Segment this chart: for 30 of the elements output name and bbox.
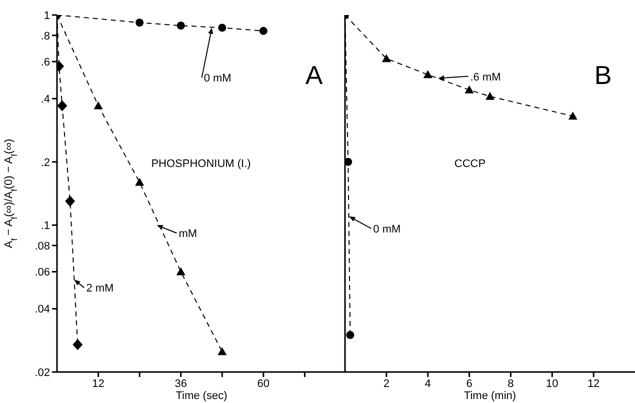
- annotation: 0 mM: [204, 72, 232, 85]
- x-tick-label: 36: [174, 378, 187, 390]
- x-tick-label: 8: [508, 378, 514, 390]
- y-tick-label: .2: [40, 156, 50, 169]
- y-tick-label: .06: [34, 266, 50, 279]
- x-tick-label: 4: [424, 378, 431, 390]
- x-tick-label: 60: [257, 378, 270, 390]
- x-tick-label: 10: [546, 378, 558, 390]
- x-tick-label: 6: [466, 378, 472, 390]
- y-tick-label: .6: [40, 56, 50, 69]
- annotation: PHOSPHONIUM (I.): [151, 158, 251, 170]
- annotation: 2 mM: [86, 282, 114, 295]
- x-tick-label: 12: [587, 378, 600, 390]
- y-tick-label: 1: [44, 10, 50, 22]
- x-axis-title: Time (min): [464, 390, 516, 402]
- annotation: CCCP: [454, 158, 486, 170]
- y-tick-label: .1: [40, 220, 50, 232]
- annotation: 0 mM: [373, 223, 401, 236]
- annotation: .6 mM: [470, 71, 501, 84]
- x-tick-label: 2: [383, 378, 390, 390]
- x-tick-label: 12: [92, 378, 104, 390]
- annotation: B: [594, 60, 612, 90]
- y-tick-label: .02: [34, 366, 50, 379]
- y-tick-label: .04: [34, 304, 50, 316]
- y-tick-label: .8: [40, 30, 50, 42]
- annotation: A: [305, 60, 324, 90]
- x-axis-title: Time (sec): [176, 390, 228, 402]
- annotation: mM: [178, 228, 198, 240]
- y-tick-label: .4: [40, 94, 50, 106]
- y-tick-label: .08: [34, 240, 50, 252]
